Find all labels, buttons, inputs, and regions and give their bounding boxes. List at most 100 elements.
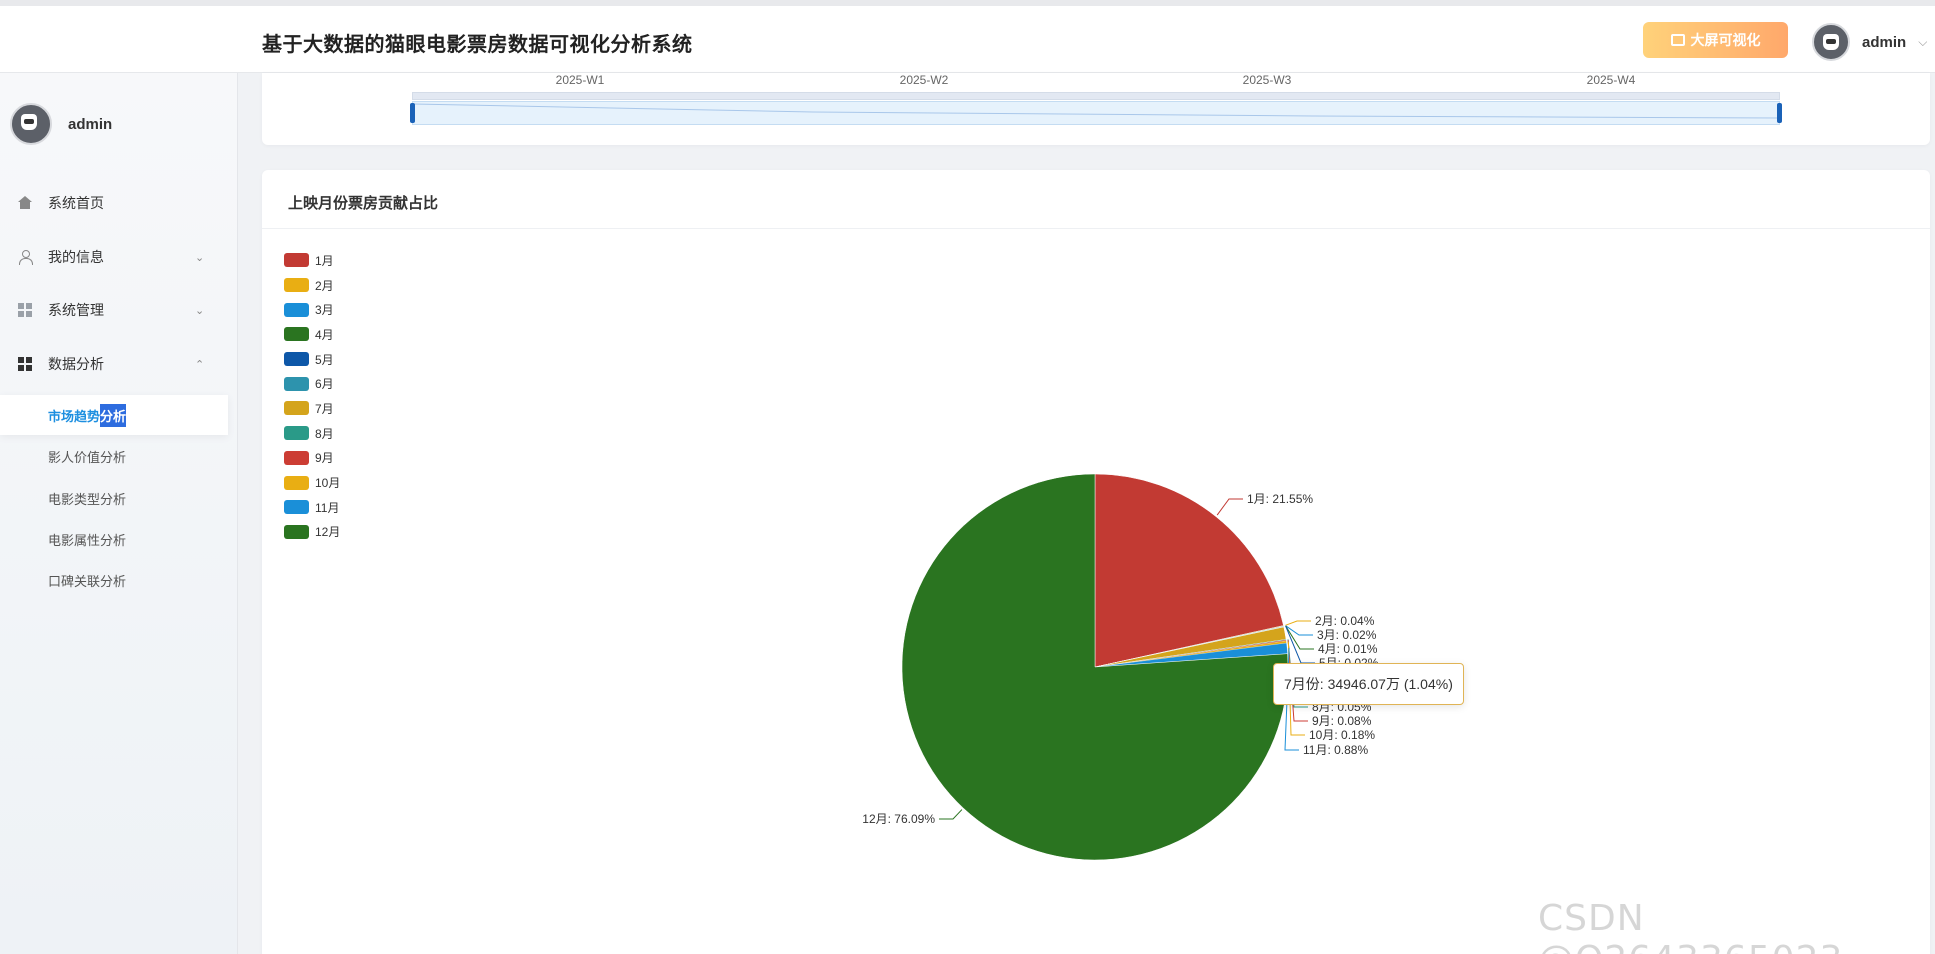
- legend-swatch: [284, 475, 309, 490]
- legend-label: 2月: [315, 278, 334, 293]
- legend-swatch: [284, 426, 309, 441]
- legend-item[interactable]: 1月: [284, 248, 340, 273]
- legend-swatch: [284, 327, 309, 342]
- legend-item[interactable]: 6月: [284, 371, 340, 396]
- legend-label: 7月: [315, 401, 334, 416]
- pie-slice[interactable]: [1094, 473, 1284, 668]
- pie-chart: 1月: 21.55%2月: 0.04%3月: 0.02%4月: 0.01%5月:…: [862, 473, 1379, 861]
- legend-swatch: [284, 450, 309, 465]
- legend-item[interactable]: 3月: [284, 297, 340, 322]
- legend-swatch: [284, 401, 309, 416]
- submenu-label: 电影属性分析: [48, 532, 127, 548]
- sidebar-item-home[interactable]: 系统首页: [0, 183, 238, 223]
- datazoom-slider[interactable]: [410, 92, 1782, 125]
- submenu-label-highlight: 分析: [100, 403, 127, 427]
- label-line: [1285, 620, 1311, 626]
- app-title: 基于大数据的猫眼电影票房数据可视化分析系统: [262, 34, 693, 56]
- sidebar-item-label: 我的信息: [48, 249, 104, 265]
- submenu-movie-type[interactable]: 电影类型分析: [0, 478, 228, 518]
- chevron-down-icon: ⌄: [195, 304, 205, 317]
- label-line: [1285, 625, 1314, 650]
- bigscreen-button[interactable]: 大屏可视化: [1643, 22, 1788, 58]
- axis-tick-label: 2025-W2: [899, 73, 949, 87]
- avatar: [10, 103, 52, 145]
- axis-tick-label: 2025-W1: [555, 73, 605, 87]
- legend-item[interactable]: 5月: [284, 347, 340, 372]
- legend-item[interactable]: 2月: [284, 273, 340, 298]
- submenu-market-trend[interactable]: 市场趋势 分析: [0, 395, 228, 435]
- header-username: admin: [1862, 33, 1907, 51]
- user-icon: [18, 250, 33, 265]
- sidebar-item-label: 系统管理: [48, 302, 104, 318]
- chart-tooltip: 7月份: 34946.07万 (1.04%): [1273, 663, 1464, 705]
- grid-icon: [18, 357, 32, 371]
- legend-label: 10月: [315, 476, 341, 491]
- legend-label: 1月: [315, 253, 334, 268]
- legend-swatch: [284, 302, 309, 317]
- legend-item[interactable]: 10月: [284, 470, 340, 495]
- legend-swatch: [284, 253, 309, 268]
- slice-label: 11月: 0.88%: [1303, 743, 1368, 757]
- chevron-down-icon: ⌵: [1918, 34, 1928, 49]
- legend-label: 9月: [315, 451, 334, 466]
- slice-label: 2月: 0.04%: [1315, 614, 1375, 628]
- legend-item[interactable]: 12月: [284, 520, 340, 545]
- legend-label: 8月: [315, 426, 334, 441]
- slice-label: 12月: 76.09%: [862, 812, 935, 826]
- home-icon: [18, 196, 32, 210]
- legend-label: 3月: [315, 303, 334, 318]
- legend-item[interactable]: 8月: [284, 421, 340, 446]
- submenu-label: 影人价值分析: [48, 449, 127, 465]
- legend-swatch: [284, 524, 309, 539]
- trend-chart-card: 2025-W1 2025-W2 2025-W3 2025-W4: [262, 73, 1930, 145]
- submenu-label: 市场趋势: [48, 408, 101, 424]
- pie-slice[interactable]: [901, 473, 1289, 861]
- label-line: [1285, 625, 1313, 636]
- submenu-reputation[interactable]: 口碑关联分析: [0, 560, 228, 600]
- grid-icon: [18, 303, 32, 317]
- user-dropdown[interactable]: admin ⌵: [1812, 22, 1927, 62]
- label-line: [1216, 498, 1243, 516]
- submenu-movie-attribute[interactable]: 电影属性分析: [0, 519, 228, 559]
- slice-label: 9月: 0.08%: [1312, 714, 1372, 728]
- slice-label: 3月: 0.02%: [1317, 628, 1377, 642]
- legend-label: 4月: [315, 327, 334, 342]
- legend-item[interactable]: 7月: [284, 396, 340, 421]
- legend-item[interactable]: 11月: [284, 495, 340, 520]
- watermark: CSDN @Q2643365023: [1538, 898, 1842, 954]
- legend-label: 11月: [315, 500, 340, 515]
- slider-handle-right[interactable]: [1777, 103, 1782, 123]
- slice-label: 4月: 0.01%: [1318, 642, 1378, 656]
- legend-swatch: [284, 278, 309, 293]
- legend-label: 12月: [315, 525, 341, 540]
- chart-title: 上映月份票房贡献占比: [288, 195, 439, 212]
- label-line: [939, 809, 963, 820]
- slider-track: [412, 92, 1780, 100]
- sidebar-item-my-info[interactable]: 我的信息 ⌄: [0, 237, 238, 277]
- divider: [262, 228, 1930, 229]
- sidebar-item-label: 数据分析: [48, 356, 104, 372]
- axis-tick-label: 2025-W4: [1586, 73, 1636, 87]
- submenu-label: 口碑关联分析: [48, 573, 127, 589]
- submenu-label: 电影类型分析: [48, 491, 127, 507]
- slider-range[interactable]: [412, 101, 1780, 125]
- month-contribution-card: 上映月份票房贡献占比 1月 2月 3月 4月 5月 6月 7月 8月 9月 10月 11月 12月 1…: [262, 170, 1930, 954]
- legend-item[interactable]: 9月: [284, 446, 340, 471]
- axis-tick-label: 2025-W3: [1242, 73, 1292, 87]
- legend-item[interactable]: 4月: [284, 322, 340, 347]
- chevron-down-icon: ⌄: [195, 251, 205, 264]
- legend-swatch: [284, 352, 309, 367]
- legend-swatch: [284, 376, 309, 391]
- chart-legend: 1月 2月 3月 4月 5月 6月 7月 8月 9月 10月 11月 12月: [284, 248, 340, 544]
- avatar: [1812, 23, 1850, 61]
- sidebar: admin 系统首页 我的信息 ⌄ 系统管理 ⌄ 数据分析 ⌃ 市场趋势 分析 影…: [0, 73, 238, 954]
- legend-label: 6月: [315, 377, 334, 392]
- sidebar-username: admin: [68, 115, 113, 133]
- submenu-person-value[interactable]: 影人价值分析: [0, 436, 228, 476]
- sidebar-item-system-management[interactable]: 系统管理 ⌄: [0, 290, 238, 330]
- sidebar-item-label: 系统首页: [48, 195, 104, 211]
- legend-swatch: [284, 500, 309, 515]
- slider-handle-left[interactable]: [410, 103, 415, 123]
- bigscreen-label: 大屏可视化: [1690, 32, 1761, 48]
- sidebar-item-data-analysis[interactable]: 数据分析 ⌃: [0, 344, 238, 384]
